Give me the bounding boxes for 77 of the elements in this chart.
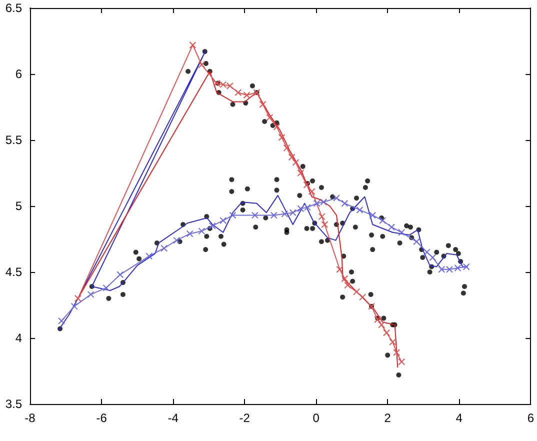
- point: [374, 316, 382, 324]
- point: [146, 252, 153, 260]
- point: [198, 61, 206, 68]
- point: [278, 134, 286, 141]
- point: [462, 263, 470, 270]
- point: [74, 294, 82, 302]
- point: [389, 338, 396, 346]
- x-tick-label: -4: [168, 411, 179, 425]
- point: [234, 88, 242, 96]
- point: [273, 123, 280, 130]
- point: [383, 329, 390, 336]
- point: [70, 302, 78, 310]
- x-tick-label: 4: [456, 411, 463, 425]
- point: [379, 217, 386, 224]
- point: [229, 212, 236, 219]
- x-tick-label: -8: [24, 411, 36, 425]
- point: [438, 266, 446, 273]
- point: [283, 144, 290, 152]
- point: [308, 188, 316, 195]
- y-tick-label: 4: [15, 331, 22, 345]
- point: [378, 321, 386, 328]
- y-tick-label: 6: [15, 67, 22, 81]
- point: [243, 92, 250, 99]
- point: [454, 264, 462, 272]
- point: [313, 200, 320, 207]
- point: [429, 254, 436, 261]
- y-tick-label: 5.5: [5, 133, 22, 147]
- point: [160, 244, 168, 252]
- point: [336, 266, 344, 273]
- point: [297, 170, 304, 176]
- x-tick-label: -2: [239, 411, 250, 425]
- point: [116, 271, 124, 278]
- point: [288, 154, 296, 161]
- point: [251, 212, 258, 219]
- point: [102, 284, 110, 292]
- point: [220, 217, 227, 224]
- point: [292, 158, 300, 166]
- point: [304, 204, 312, 211]
- point: [321, 220, 328, 228]
- point: [423, 248, 430, 256]
- point: [398, 358, 406, 366]
- point: [198, 228, 206, 235]
- point: [186, 230, 194, 238]
- y-tick-label: 5: [15, 199, 22, 213]
- point: [393, 349, 400, 356]
- point: [356, 206, 364, 214]
- x-tick-label: 6: [527, 411, 534, 425]
- point: [398, 228, 406, 236]
- point: [270, 212, 278, 219]
- point: [289, 209, 296, 216]
- point: [266, 114, 274, 122]
- point: [173, 236, 180, 244]
- point: [369, 212, 376, 219]
- point: [208, 222, 216, 230]
- point: [220, 81, 227, 88]
- point: [359, 294, 366, 301]
- point: [318, 213, 326, 220]
- x-tick-label: -6: [96, 411, 108, 425]
- point: [226, 82, 234, 90]
- point: [87, 290, 94, 298]
- point: [259, 100, 266, 108]
- point: [320, 198, 328, 206]
- point: [297, 205, 304, 212]
- point: [189, 41, 196, 48]
- point: [413, 238, 420, 246]
- point: [281, 210, 288, 218]
- y-tick-label: 4.5: [5, 265, 22, 279]
- point: [341, 200, 348, 207]
- x-tick-label: 2: [384, 411, 392, 425]
- point: [58, 317, 65, 324]
- point: [332, 194, 340, 202]
- point: [353, 288, 360, 296]
- point: [446, 266, 453, 273]
- x-tick-label: 0: [312, 411, 320, 425]
- point: [388, 224, 396, 231]
- y-tick-label: 3.5: [5, 397, 22, 411]
- y-tick-label: 6.5: [5, 1, 22, 15]
